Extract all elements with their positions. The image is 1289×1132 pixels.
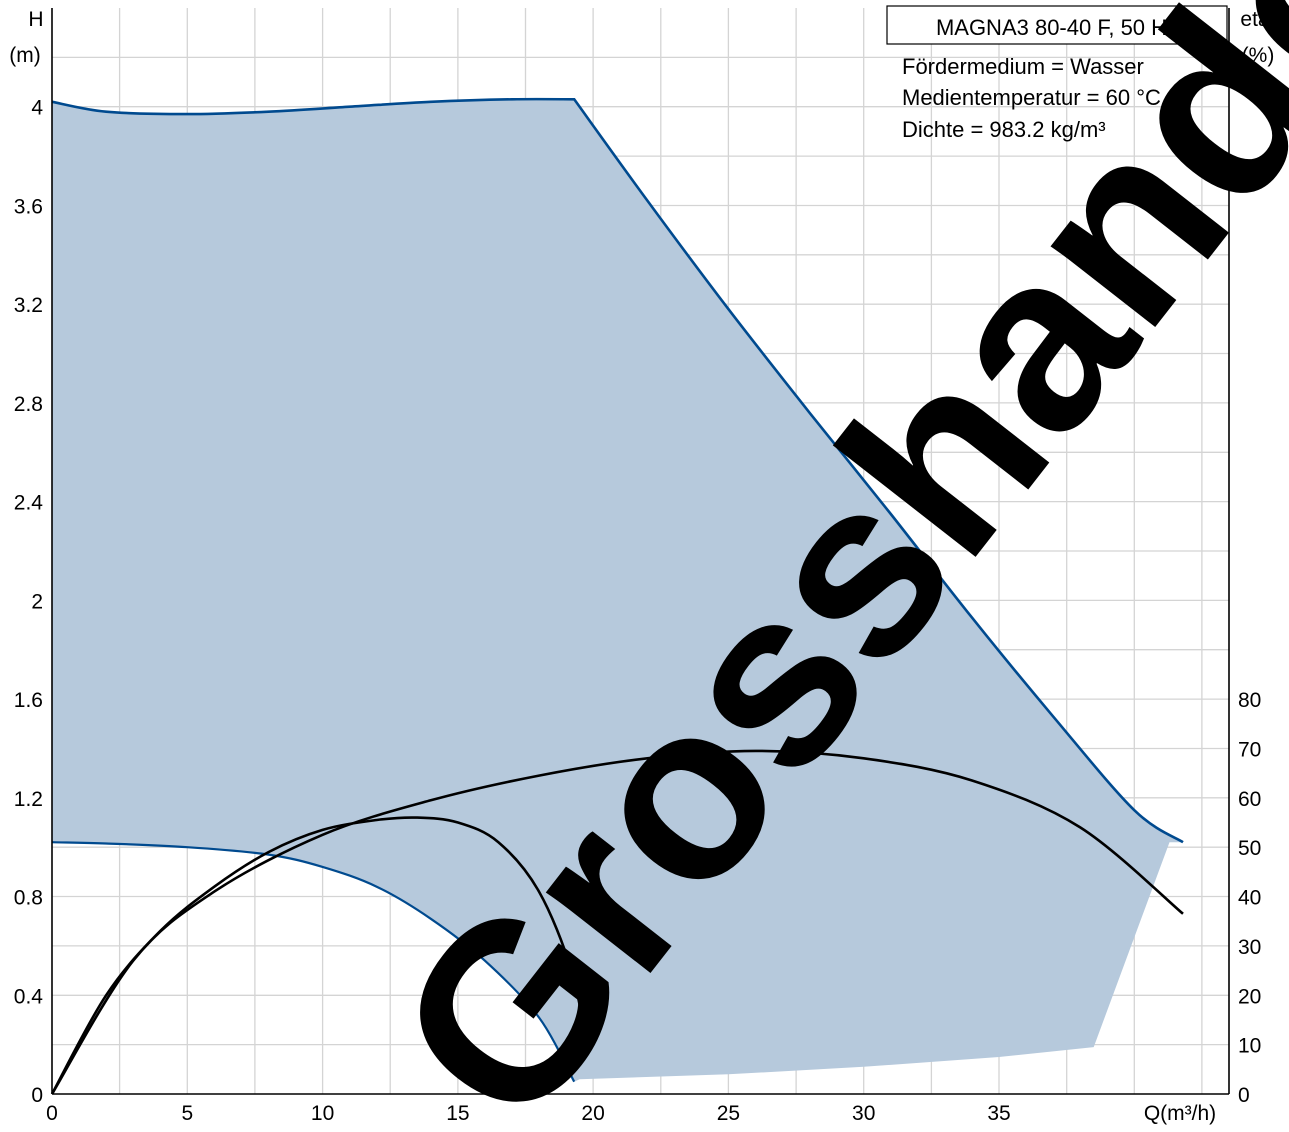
y-left-tick-label: 4 [31, 97, 43, 120]
operating-range-area [52, 99, 1183, 1082]
y-right-tick-label: 30 [1238, 936, 1261, 959]
eta-min-curve [50, 816, 589, 1095]
y-left-tick-label: 0.8 [14, 887, 43, 910]
head-min-curve [51, 841, 576, 1083]
y-left-label-unit: (m) [9, 44, 40, 67]
y-right-tick-label: 40 [1238, 887, 1261, 910]
annotation-temperature: Medientemperatur = 60 °C [902, 85, 1161, 110]
y-right-tick-label: 70 [1238, 739, 1261, 762]
y-right-tick-label: 10 [1238, 1035, 1261, 1058]
y-right-label-symbol: eta [1240, 8, 1270, 31]
y-left-tick-label: 1.6 [14, 689, 43, 712]
y-right-tick-label: 60 [1238, 788, 1261, 811]
y-right-tick-label: 20 [1238, 985, 1261, 1008]
x-tick-label: 10 [311, 1102, 334, 1125]
title-box [886, 5, 1228, 45]
annotation-density: Dichte = 983.2 kg/m³ [902, 117, 1106, 142]
x-tick-label: 0 [46, 1102, 58, 1125]
x-tick-label: 5 [181, 1102, 193, 1125]
y-right-label-unit: (%) [1242, 44, 1275, 67]
y-left-tick-label: 3.6 [14, 196, 43, 219]
y-left-tick-label: 1.2 [14, 788, 43, 811]
tick-label-layer: 0 5 10 15 20 25 30 35 0 0.4 0.8 1.2 1.6 2 2.4 2.8 3.2 3.6… [14, 97, 1262, 1125]
x-tick-label: 25 [717, 1102, 740, 1125]
y-left-tick-label: 0 [31, 1084, 43, 1107]
x-tick-label: 15 [446, 1102, 469, 1125]
annotation-medium: Fördermedium = Wasser [902, 54, 1144, 79]
chart-title: MAGNA3 80-40 F, 50 Hz [936, 15, 1178, 40]
y-right-tick-label: 50 [1238, 837, 1261, 860]
y-left-tick-label: 2 [31, 590, 43, 613]
y-left-tick-label: 3.2 [14, 294, 43, 317]
x-tick-label: 35 [987, 1102, 1010, 1125]
y-right-tick-label: 0 [1238, 1084, 1250, 1107]
axis-layer [51, 8, 1230, 1095]
y-left-label-symbol: H [28, 8, 43, 31]
y-left-tick-label: 2.8 [14, 393, 43, 416]
x-tick-label: 30 [852, 1102, 875, 1125]
x-axis-label: Q(m³/h) [1144, 1102, 1216, 1125]
y-left-tick-label: 0.4 [14, 985, 44, 1008]
y-right-tick-label: 80 [1238, 689, 1261, 712]
x-tick-label: 20 [581, 1102, 604, 1125]
y-left-tick-label: 2.4 [14, 492, 44, 515]
head-max-curve [51, 97, 1184, 844]
eta-max-curve [50, 749, 1184, 1095]
